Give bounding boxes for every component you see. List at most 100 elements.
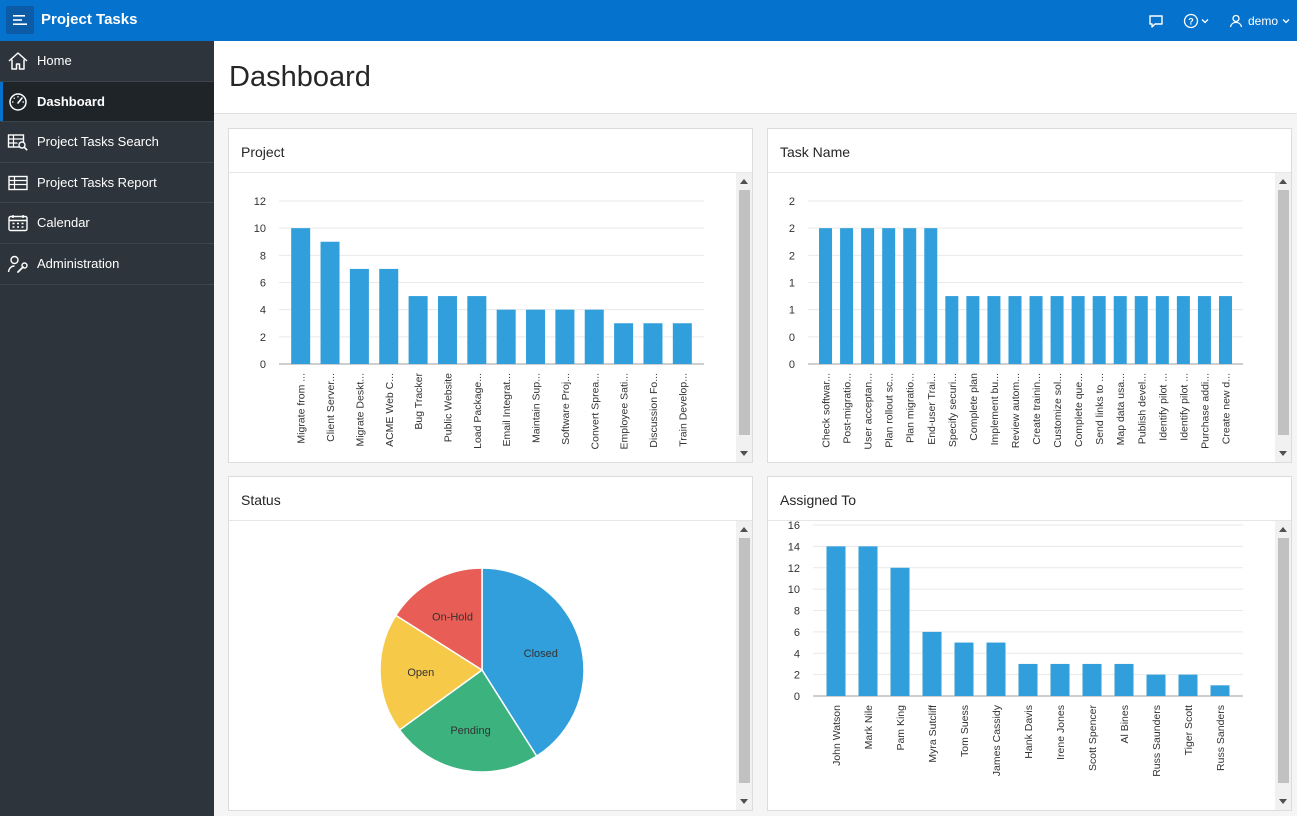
bar[interactable] (555, 309, 575, 364)
scroll-thumb[interactable] (739, 538, 750, 783)
scroll-up-arrow-icon[interactable] (1279, 527, 1287, 532)
sidebar-item-administration[interactable]: Administration (0, 244, 214, 285)
bar[interactable] (1146, 674, 1166, 696)
app-title[interactable]: Project Tasks (41, 11, 138, 28)
bar[interactable] (437, 296, 457, 364)
scroll-thumb[interactable] (739, 190, 750, 435)
x-tick-label: Post-migratio... (842, 373, 854, 444)
user-menu-button[interactable]: demo (1228, 0, 1292, 41)
bar[interactable] (1018, 663, 1038, 696)
sidebar-item-calendar[interactable]: Calendar (0, 203, 214, 244)
pie-slice-label: Pending (450, 725, 490, 737)
task-name-bar-chart[interactable]: 0 0 1 1 2 2 2 Check softwar... Post-migratio... U… (768, 173, 1276, 462)
bar[interactable] (1134, 296, 1148, 364)
bar[interactable] (924, 228, 938, 364)
y-tick-label: 8 (794, 606, 800, 618)
sidebar-item-dashboard[interactable]: Dashboard (0, 81, 214, 123)
scrollbar[interactable] (1275, 173, 1291, 462)
gauge-icon (9, 92, 27, 111)
bar[interactable] (890, 567, 910, 696)
pie-slice[interactable] (394, 567, 483, 672)
bar[interactable] (379, 268, 399, 364)
bar[interactable] (1176, 296, 1190, 364)
bar[interactable] (1114, 663, 1134, 696)
scroll-thumb[interactable] (1278, 538, 1289, 783)
scroll-thumb[interactable] (1278, 190, 1289, 435)
scrollbar[interactable] (1275, 521, 1291, 810)
pie-slice[interactable] (398, 668, 538, 773)
sidebar-item-project-tasks-search[interactable]: Project Tasks Search (0, 122, 214, 163)
bar[interactable] (954, 642, 974, 696)
scroll-up-arrow-icon[interactable] (740, 179, 748, 184)
bar[interactable] (584, 309, 604, 364)
x-tick-label: John Watson (831, 705, 843, 766)
menu-toggle-button[interactable] (6, 6, 34, 34)
bar[interactable] (987, 296, 1001, 364)
bar[interactable] (945, 296, 959, 364)
help-menu-button[interactable]: ? (1182, 0, 1210, 41)
bar[interactable] (1197, 296, 1211, 364)
bar[interactable] (1050, 663, 1070, 696)
bar[interactable] (643, 323, 663, 364)
user-wrench-icon (7, 255, 28, 273)
scrollbar[interactable] (736, 173, 752, 462)
bar[interactable] (614, 323, 634, 364)
bar[interactable] (922, 631, 942, 696)
bar[interactable] (882, 228, 896, 364)
status-chart-card: Status Closed Pending Open On-Hold (228, 476, 753, 811)
bar[interactable] (291, 228, 311, 364)
card-header: Assigned To (768, 477, 1291, 521)
bar[interactable] (320, 241, 340, 364)
bar[interactable] (966, 296, 980, 364)
bar[interactable] (1071, 296, 1085, 364)
bar[interactable] (986, 642, 1006, 696)
bar[interactable] (840, 228, 854, 364)
scroll-down-arrow-icon[interactable] (1279, 799, 1287, 804)
bar[interactable] (1029, 296, 1043, 364)
status-pie-chart[interactable]: Closed Pending Open On-Hold (229, 521, 737, 810)
bar[interactable] (496, 309, 516, 364)
bar[interactable] (1218, 296, 1232, 364)
pie-slice[interactable] (379, 614, 484, 732)
x-tick-label: Publish devel... (1136, 373, 1148, 444)
scrollbar[interactable] (736, 521, 752, 810)
bar[interactable] (408, 296, 428, 364)
scroll-down-arrow-icon[interactable] (740, 451, 748, 456)
x-tick-label: Create new d... (1220, 373, 1232, 444)
scroll-up-arrow-icon[interactable] (740, 527, 748, 532)
x-tick-label: Convert Sprea... (589, 373, 601, 449)
bar[interactable] (861, 228, 875, 364)
bar[interactable] (1092, 296, 1106, 364)
bar[interactable] (1210, 685, 1230, 696)
feedback-button[interactable] (1147, 0, 1165, 41)
scroll-up-arrow-icon[interactable] (1279, 179, 1287, 184)
bar[interactable] (1155, 296, 1169, 364)
scroll-down-arrow-icon[interactable] (740, 799, 748, 804)
bar[interactable] (858, 546, 878, 696)
x-tick-label: Russ Saunders (1151, 705, 1163, 777)
bar[interactable] (467, 296, 487, 364)
card-body: 0 0 1 1 2 2 2 Check softwar... Post-migratio... U… (768, 173, 1291, 462)
sidebar-item-project-tasks-report[interactable]: Project Tasks Report (0, 163, 214, 204)
bar[interactable] (349, 268, 369, 364)
card-body: 0 2 4 6 8 10 12 14 16 John Watson Mark Nile Pam Kin… (768, 521, 1291, 810)
bar[interactable] (826, 546, 846, 696)
table-search-icon (7, 134, 28, 151)
bar[interactable] (1082, 663, 1102, 696)
user-icon (1229, 14, 1243, 27)
bar[interactable] (1008, 296, 1022, 364)
bar[interactable] (903, 228, 917, 364)
bar[interactable] (526, 309, 546, 364)
x-tick-label: Software Proj... (560, 373, 572, 445)
bar[interactable] (1113, 296, 1127, 364)
bar[interactable] (819, 228, 833, 364)
bar[interactable] (1178, 674, 1198, 696)
project-bar-chart[interactable]: 0 2 4 6 8 10 12 Migrate from ... Client Server..… (229, 173, 737, 462)
scroll-down-arrow-icon[interactable] (1279, 451, 1287, 456)
assigned-to-bar-chart[interactable]: 0 2 4 6 8 10 12 14 16 John Watson Mark Nile Pam Kin… (768, 521, 1276, 810)
bar[interactable] (1050, 296, 1064, 364)
card-body: Closed Pending Open On-Hold (229, 521, 752, 810)
bar[interactable] (672, 323, 692, 364)
sidebar-item-home[interactable]: Home (0, 41, 214, 82)
x-tick-label: Irene Jones (1055, 705, 1067, 760)
